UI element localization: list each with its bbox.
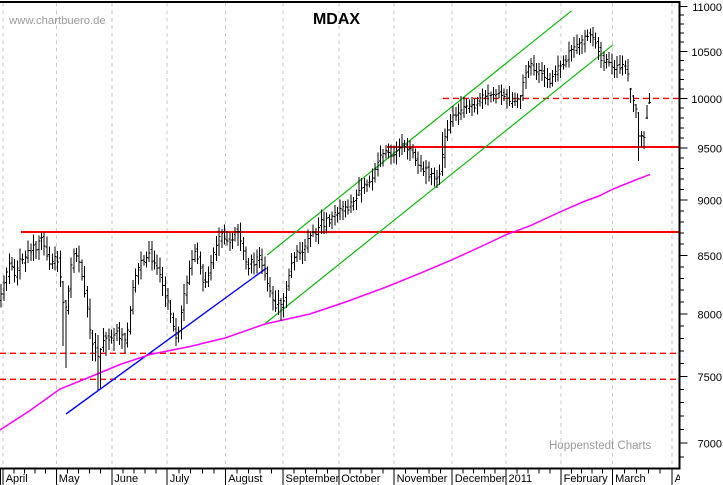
svg-text:7500: 7500 — [698, 372, 722, 384]
svg-text:November: November — [397, 473, 448, 485]
svg-text:August: August — [228, 473, 262, 485]
svg-text:June: June — [114, 473, 138, 485]
svg-text:9000: 9000 — [698, 196, 722, 208]
svg-text:April: April — [675, 473, 697, 485]
svg-text:10500: 10500 — [691, 47, 722, 59]
svg-text:8500: 8500 — [698, 251, 722, 263]
svg-text:September: September — [286, 473, 340, 485]
svg-text:April: April — [6, 473, 28, 485]
svg-text:8000: 8000 — [698, 310, 722, 322]
svg-text:9500: 9500 — [698, 144, 722, 156]
svg-text:10000: 10000 — [691, 94, 722, 106]
svg-text:October: October — [341, 473, 380, 485]
svg-text:www.chartbuero.de: www.chartbuero.de — [8, 15, 106, 27]
svg-text:May: May — [59, 473, 80, 485]
svg-text:7000: 7000 — [698, 439, 722, 451]
svg-text:Hoppenstedt Charts: Hoppenstedt Charts — [549, 440, 652, 452]
svg-text:February: February — [564, 473, 609, 485]
svg-text:2011: 2011 — [509, 473, 533, 485]
svg-text:March: March — [615, 473, 646, 485]
svg-text:MDAX: MDAX — [313, 11, 360, 28]
svg-text:December: December — [455, 473, 506, 485]
svg-text:11000: 11000 — [692, 2, 722, 14]
svg-text:July: July — [170, 473, 190, 485]
